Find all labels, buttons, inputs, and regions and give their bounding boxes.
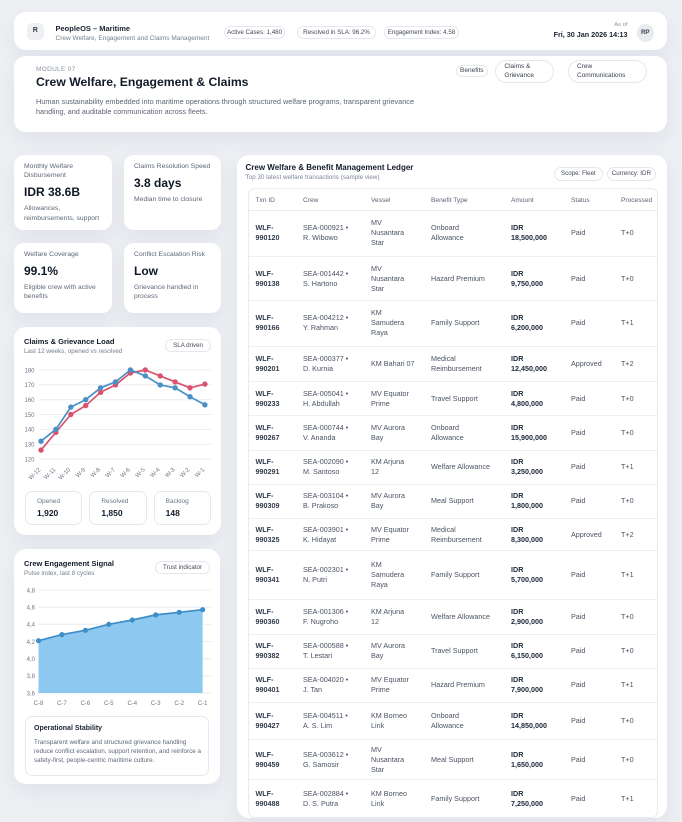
svg-text:W-10: W-10 <box>58 467 73 482</box>
svg-text:W-2: W-2 <box>179 467 191 479</box>
svg-text:C-2: C-2 <box>174 701 184 707</box>
svg-text:4,0: 4,0 <box>27 657 36 663</box>
svg-text:160: 160 <box>24 398 35 404</box>
svg-text:W-3: W-3 <box>165 467 177 479</box>
svg-text:W-5: W-5 <box>135 467 147 479</box>
svg-text:W-9: W-9 <box>75 467 87 479</box>
svg-text:C-4: C-4 <box>127 701 137 707</box>
svg-text:C-6: C-6 <box>81 701 91 707</box>
svg-text:C-3: C-3 <box>151 701 161 707</box>
svg-text:4,6: 4,6 <box>27 606 36 612</box>
svg-text:3,8: 3,8 <box>27 674 36 680</box>
svg-text:180: 180 <box>24 368 35 374</box>
svg-text:170: 170 <box>24 383 35 389</box>
svg-text:W-11: W-11 <box>43 467 57 481</box>
svg-text:C-8: C-8 <box>34 701 44 707</box>
svg-text:C-1: C-1 <box>198 701 208 707</box>
svg-text:120: 120 <box>24 457 35 463</box>
svg-text:W-12: W-12 <box>28 467 43 482</box>
svg-text:140: 140 <box>24 428 35 434</box>
svg-text:4,2: 4,2 <box>27 640 36 646</box>
svg-text:W-6: W-6 <box>120 467 132 479</box>
svg-text:C-5: C-5 <box>104 701 114 707</box>
svg-text:3,6: 3,6 <box>27 691 36 697</box>
svg-text:W-7: W-7 <box>105 467 117 479</box>
svg-text:C-7: C-7 <box>57 701 67 707</box>
svg-text:4,8: 4,8 <box>27 588 36 594</box>
svg-text:W-4: W-4 <box>150 467 162 479</box>
svg-text:4,4: 4,4 <box>27 623 36 629</box>
svg-text:130: 130 <box>24 443 35 449</box>
svg-text:150: 150 <box>24 413 35 419</box>
svg-text:W-8: W-8 <box>90 467 102 479</box>
svg-text:W-1: W-1 <box>194 467 206 479</box>
